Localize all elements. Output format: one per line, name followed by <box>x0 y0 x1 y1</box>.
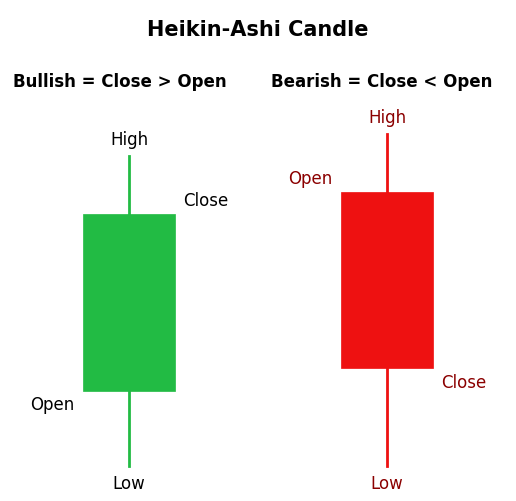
Bar <box>83 214 175 391</box>
Text: Bearish = Close < Open: Bearish = Close < Open <box>271 73 492 91</box>
Text: High: High <box>110 130 148 148</box>
Text: Bullish = Close > Open: Bullish = Close > Open <box>13 73 227 91</box>
Bar <box>341 192 433 369</box>
Text: Heikin-Ashi Candle: Heikin-Ashi Candle <box>147 20 369 40</box>
Text: Open: Open <box>30 395 75 413</box>
Text: Open: Open <box>288 170 333 188</box>
Text: Close: Close <box>183 192 229 210</box>
Text: High: High <box>368 108 406 126</box>
Text: Low: Low <box>112 474 146 492</box>
Text: Close: Close <box>441 373 487 391</box>
Text: Low: Low <box>370 474 404 492</box>
